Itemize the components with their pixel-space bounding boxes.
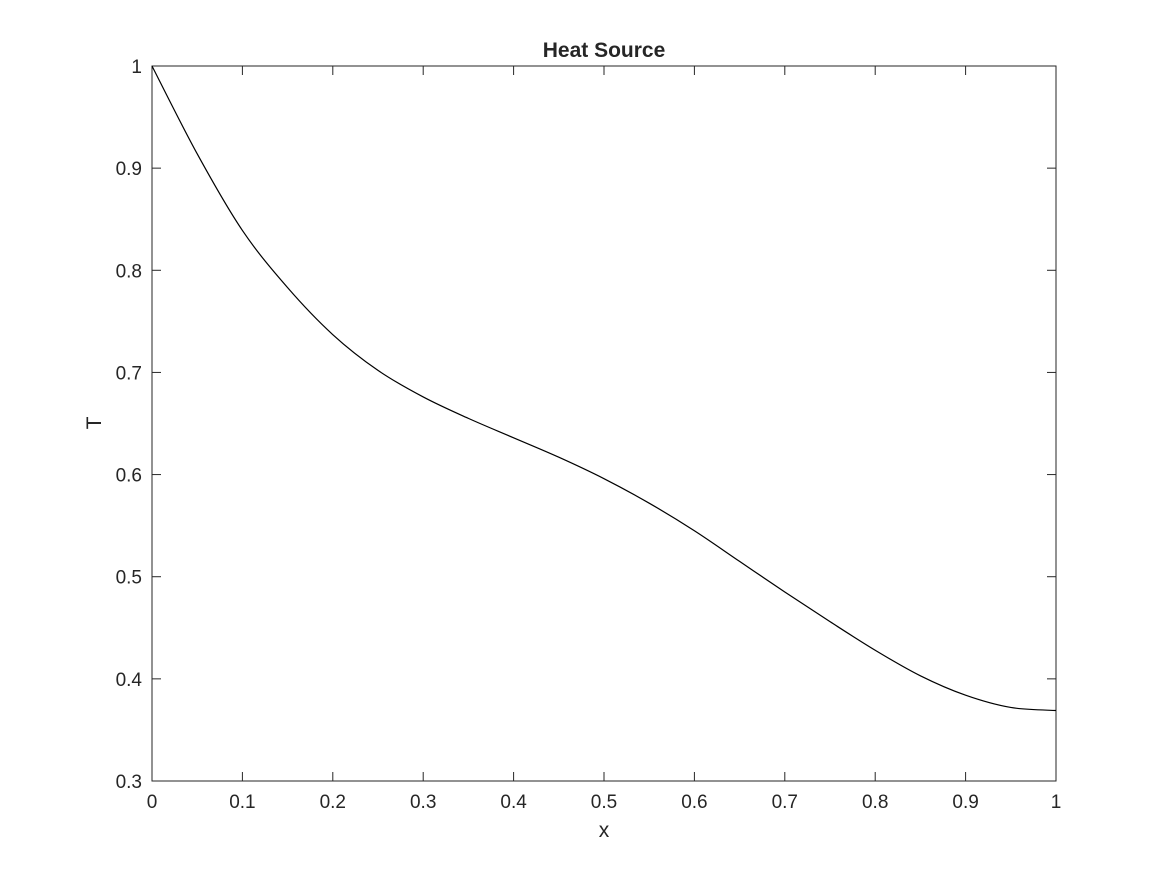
x-tick-label: 0.4 [500, 792, 527, 813]
chart-title: Heat Source [543, 39, 666, 62]
x-tick-label: 0.6 [681, 792, 707, 813]
y-tick-label: 0.7 [116, 363, 142, 384]
y-tick-label: 0.8 [116, 261, 142, 282]
x-tick-label: 0 [147, 792, 158, 813]
y-tick-label: 0.5 [116, 568, 142, 589]
y-tick-label: 1 [131, 57, 142, 78]
y-tick-label: 0.9 [116, 159, 142, 180]
plot-area [151, 65, 1057, 782]
x-tick-label: 0.8 [862, 792, 888, 813]
y-tick-label: 0.3 [116, 772, 142, 793]
x-tick-label: 0.9 [952, 792, 978, 813]
x-tick-label: 1 [1051, 792, 1062, 813]
y-tick-label: 0.6 [116, 466, 142, 487]
y-axis-label: T [83, 416, 106, 429]
x-tick-label: 0.3 [410, 792, 436, 813]
y-tick-label: 0.4 [116, 670, 143, 691]
series-line [151, 65, 1057, 712]
x-axis: 0 0.1 0.2 0.3 0.4 0.5 0.6 0.7 0.8 0.9 1 [147, 66, 1062, 813]
x-tick-label: 0.1 [229, 792, 255, 813]
x-axis-label: x [599, 819, 610, 842]
x-tick-label: 0.2 [320, 792, 346, 813]
x-tick-label: 0.5 [591, 792, 617, 813]
y-axis: 0.3 0.4 0.5 0.6 0.7 0.8 0.9 1 [116, 57, 1056, 793]
x-tick-label: 0.7 [772, 792, 798, 813]
